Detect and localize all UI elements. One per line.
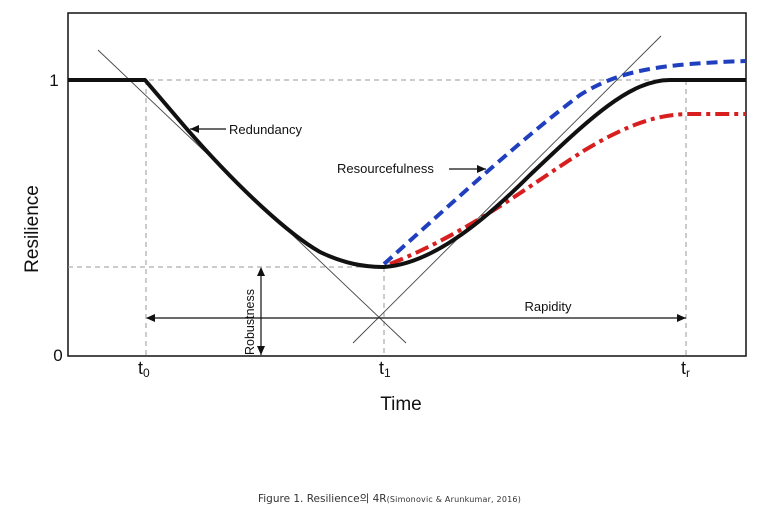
resourcefulness-label: Resourcefulness: [337, 161, 434, 176]
x-axis-label: Time: [380, 394, 422, 415]
guide-lines: [68, 79, 746, 356]
y-tick-0: 0: [53, 346, 62, 365]
x-tick-tr: tr: [681, 358, 690, 380]
robustness-label: Robustness: [243, 289, 257, 355]
upper-recovery-curve: [382, 59, 747, 266]
rapidity-label: Rapidity: [525, 299, 572, 314]
resilience-diagram: Redundancy Resourcefulness Robustness Ra…: [22, 12, 747, 415]
y-tick-1: 1: [49, 71, 58, 90]
recovery-tangent: [352, 35, 662, 344]
main-resilience-curve: [68, 78, 746, 269]
tangent-lines: [97, 35, 662, 344]
x-tick-t1: t1: [379, 358, 391, 380]
plot-frame: [67, 12, 747, 357]
lower-recovery-curve: [389, 112, 746, 266]
figure-caption: Figure 1. Resilience의 4R(Simonovic & Aru…: [0, 491, 779, 506]
caption-main: Figure 1. Resilience의 4R: [257, 493, 387, 505]
redundancy-label: Redundancy: [229, 122, 302, 137]
caption-source: (Simonovic & Arunkumar, 2016): [386, 495, 522, 504]
x-tick-t0: t0: [138, 358, 150, 380]
y-axis-label: Resilience: [22, 185, 43, 273]
